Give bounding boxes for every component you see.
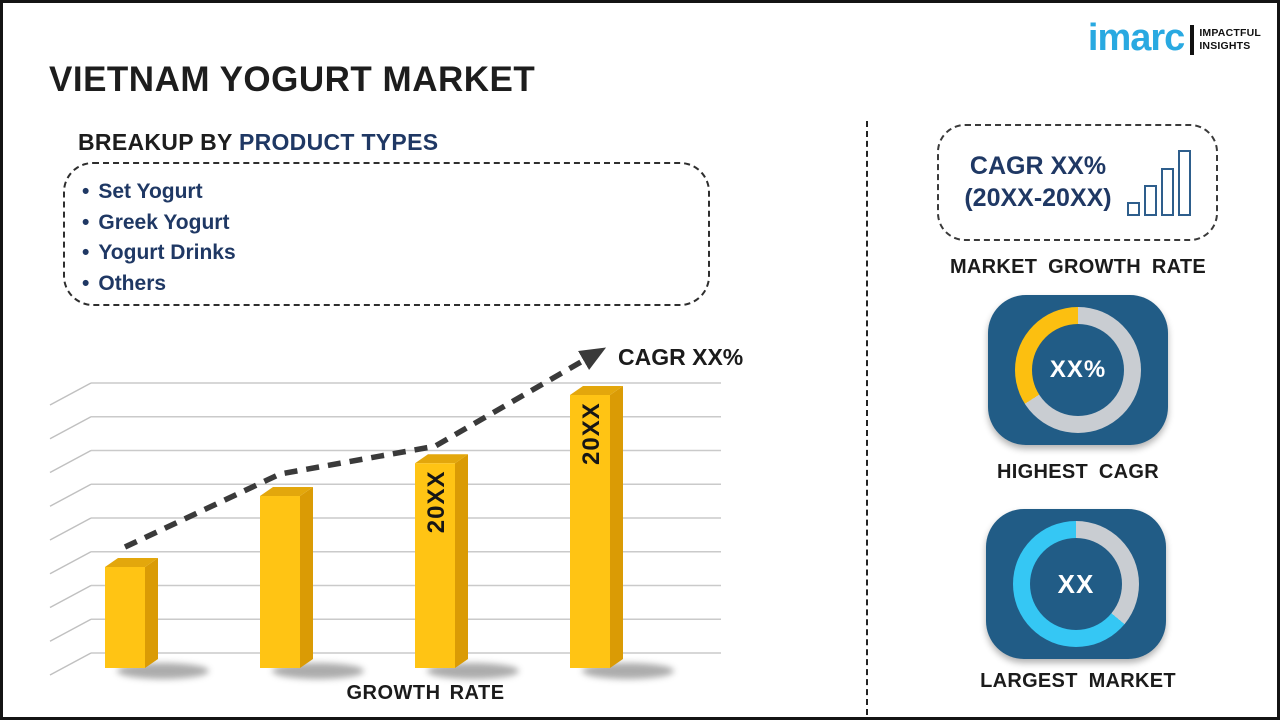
largest-market-donut: XX [1013,521,1139,647]
logo-tagline: IMPACTFUL INSIGHTS [1199,27,1261,52]
highest-cagr-card: XX% [988,295,1168,445]
largest-market-card: XX [986,509,1166,659]
imarc-wordmark: imarc [1087,17,1185,59]
list-item: Greek Yogurt [82,208,708,239]
panel-divider [866,121,868,715]
svg-text:20XX: 20XX [423,471,450,534]
logo-tagline-line2: INSIGHTS [1199,40,1251,52]
cagr-box-text: CAGR XX% (20XX-20XX) [964,151,1111,214]
growth-rate-bar-chart: 20XX 20XX [49,347,721,679]
logo-tagline-line1: IMPACTFUL [1199,27,1261,40]
list-item: Others [82,269,708,300]
largest-market-caption: LARGEST MARKET [980,670,1176,692]
cagr-value-text: CAGR XX% [969,152,1107,181]
list-item: Yogurt Drinks [82,238,708,269]
highest-cagr-value: XX% [1049,356,1107,383]
list-item: Set Yogurt [82,177,708,208]
market-growth-rate-box: CAGR XX% (20XX-20XX) [937,124,1218,241]
x-axis-label: GROWTH RATE [346,682,505,704]
highest-cagr-caption: HIGHEST CAGR [997,461,1159,483]
donut-hole: XX [1030,538,1122,630]
highest-cagr-donut: XX% [1015,307,1141,433]
page-title: VIETNAM YOGURT MARKET [49,60,536,99]
cagr-trend-label: CAGR XX% [618,344,744,370]
imarc-logo: imarc IMPACTFUL INSIGHTS [1088,19,1261,61]
chart-bars: 20XX 20XX [105,347,674,679]
product-types-box: Set Yogurt Greek Yogurt Yogurt Drinks Ot… [63,162,710,306]
breakup-heading-highlight: PRODUCT TYPES [238,129,439,155]
svg-text:20XX: 20XX [578,402,605,465]
ascending-bars-icon [1126,149,1191,216]
product-types-list: Set Yogurt Greek Yogurt Yogurt Drinks Ot… [65,164,708,299]
donut-hole: XX% [1032,324,1124,416]
logo-divider-bar [1190,25,1195,55]
cagr-period-text: (20XX-20XX) [964,183,1112,212]
breakup-heading-prefix: BREAKUP BY [78,129,239,155]
market-growth-rate-caption: MARKET GROWTH RATE [949,256,1207,278]
breakup-heading: BREAKUP BY PRODUCT TYPES [78,129,438,156]
largest-market-value: XX [1057,568,1095,599]
